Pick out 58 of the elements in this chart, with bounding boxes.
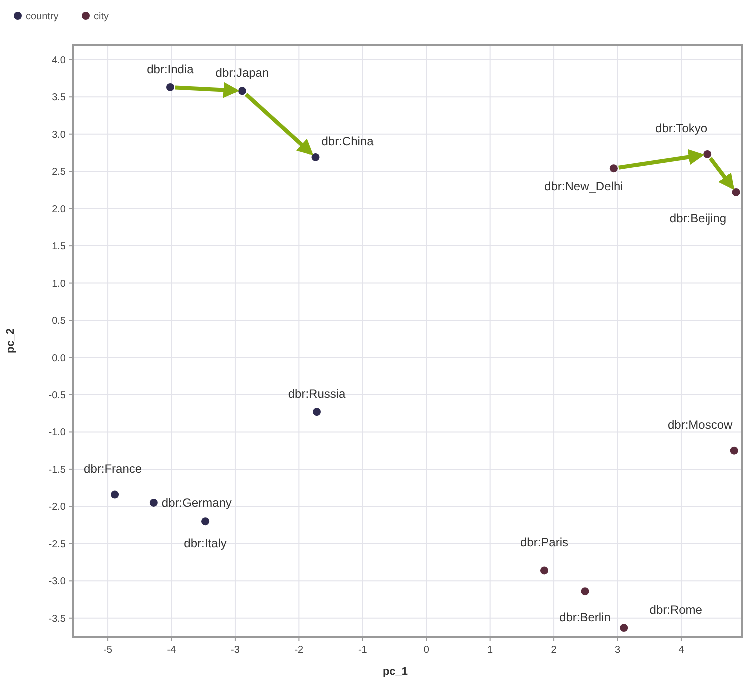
point: [581, 588, 590, 596]
x-tick-label: 2: [551, 645, 558, 656]
point: [238, 87, 246, 96]
annotation: dbr:Germany: [162, 496, 232, 510]
y-tick-label: -0.5: [48, 390, 66, 402]
x-tick-label: -3: [231, 645, 240, 656]
y-tick-label: -3.0: [48, 576, 66, 588]
point: [732, 188, 740, 196]
point: [150, 498, 158, 507]
annotation: dbr:New_Delhi: [544, 180, 624, 194]
legend-label: city: [94, 12, 109, 22]
annotation: dbr:Berlin: [560, 610, 611, 625]
x-tick-label: -5: [104, 645, 113, 656]
y-tick-label: 3.0: [52, 130, 66, 141]
annotation: dbr:Moscow: [668, 418, 734, 432]
y-tick-label: 0.0: [52, 353, 66, 364]
x-tick-label: -4: [167, 645, 177, 656]
x-tick-label: -2: [294, 645, 304, 656]
annotation: dbr:Russia: [288, 387, 346, 402]
y-tick-label: -1.0: [48, 428, 66, 439]
x-tick-label: 4: [678, 645, 685, 656]
y-tick-label: -2.0: [48, 502, 66, 514]
y-tick-label: 2.5: [52, 167, 66, 178]
annotation: dbr:Japan: [216, 66, 270, 80]
annotation: dbr:France: [84, 462, 142, 476]
x-axis-title: pc_1: [382, 666, 408, 678]
annotation: dbr:Beijing: [670, 211, 727, 226]
point: [312, 153, 320, 162]
point: [730, 446, 738, 455]
x-tick-label: 3: [614, 645, 621, 656]
point: [620, 624, 628, 632]
y-tick-label: 1.5: [52, 242, 66, 253]
x-tick-label: 1: [488, 645, 494, 656]
point: [111, 490, 120, 499]
y-tick-label: -1.5: [48, 464, 66, 476]
y-tick-label: 2.0: [52, 204, 66, 216]
legend-label: country: [26, 12, 59, 22]
y-tick-label: 4.0: [52, 55, 66, 66]
y-axis-title: pc_2: [5, 328, 17, 354]
x-tick-label: 0: [424, 645, 430, 656]
point: [313, 408, 322, 416]
annotation: dbr:China: [322, 134, 374, 148]
y-tick-label: 0.5: [52, 316, 66, 328]
point: [540, 566, 548, 575]
y-tick-label: -2.5: [48, 539, 66, 550]
annotation: dbr:Tokyo: [656, 121, 708, 136]
point: [704, 150, 712, 158]
annotation: dbr:Italy: [184, 536, 227, 551]
annotation: dbr:India: [147, 62, 194, 76]
point: [202, 518, 210, 526]
annotation: dbr:Paris: [520, 536, 568, 550]
y-tick-label: 1.0: [52, 278, 66, 290]
point: [166, 83, 174, 92]
point: [610, 164, 618, 173]
y-tick-label: 3.5: [52, 92, 66, 104]
y-tick-label: -3.5: [48, 614, 66, 625]
x-tick-label: -1: [358, 645, 368, 656]
annotation: dbr:Rome: [650, 603, 703, 618]
